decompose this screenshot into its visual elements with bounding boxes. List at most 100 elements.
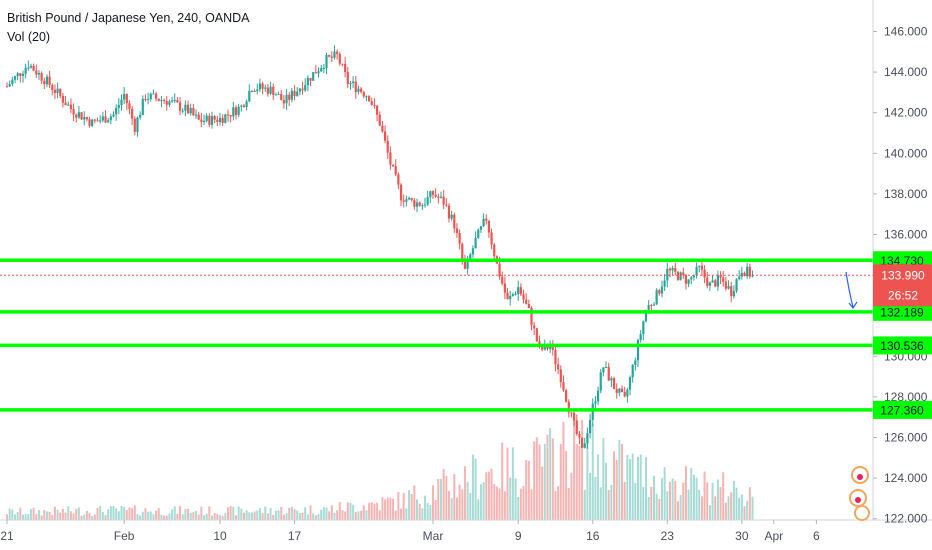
volume-bar <box>429 505 432 520</box>
volume-bar <box>189 512 192 520</box>
volume-bar <box>525 459 528 520</box>
candle-body <box>626 389 629 397</box>
volume-bar <box>115 508 118 520</box>
volume-bar <box>394 510 397 520</box>
volume-bar <box>402 492 405 520</box>
symbol-title[interactable]: British Pound / Japanese Yen, 240, OANDA <box>7 11 250 25</box>
volume-bar <box>338 502 341 520</box>
volume-bar <box>179 506 182 520</box>
horizontal-levels[interactable] <box>0 258 873 412</box>
volume-bar <box>163 515 166 520</box>
candle-body <box>517 287 520 294</box>
candle-body <box>724 281 727 289</box>
volume-bar <box>434 500 437 520</box>
volume-bar <box>400 508 403 520</box>
volume-bar <box>157 508 160 520</box>
candle-body <box>706 277 709 286</box>
volume-bar <box>195 510 198 520</box>
volume-bar <box>722 472 725 520</box>
volume-indicator-label[interactable]: Vol (20) <box>7 30 51 44</box>
event-marker-icon[interactable] <box>854 505 870 521</box>
volume-bar <box>602 438 605 520</box>
volume-bar <box>219 515 221 520</box>
candle-body <box>32 65 35 71</box>
volume-bar <box>629 459 632 520</box>
volume-bar <box>277 510 280 520</box>
price-tick-label: 124.000 <box>884 471 928 485</box>
candle-body <box>751 275 754 277</box>
volume-bar <box>27 514 30 520</box>
volume-bar <box>99 505 102 520</box>
candle-body <box>639 334 642 341</box>
volume-bar <box>408 490 411 520</box>
volume-bar <box>59 512 62 520</box>
candle-body <box>738 276 741 280</box>
volume-bar <box>258 507 261 520</box>
candle-body <box>274 94 278 96</box>
candle-body <box>205 115 208 121</box>
volume-bar <box>650 486 653 520</box>
candle-body <box>21 73 25 76</box>
volume-bar <box>357 511 360 520</box>
level-label-bg <box>873 400 932 419</box>
candle-body <box>304 85 307 91</box>
volume-bar <box>455 497 458 520</box>
volume-bar <box>447 491 450 520</box>
time-tick-label: Feb <box>114 529 135 543</box>
candle-body <box>216 119 219 122</box>
volume-bar <box>192 512 195 520</box>
candle-body <box>85 117 88 120</box>
volume-bar <box>282 514 285 520</box>
candle-body <box>37 72 41 75</box>
volume-bar <box>72 513 75 520</box>
volume-bar <box>509 477 512 520</box>
volume-bar <box>168 513 171 520</box>
volume-bar <box>296 510 299 520</box>
candle-body <box>700 265 704 270</box>
candle-body <box>35 70 38 75</box>
volume-bar <box>463 466 466 520</box>
candle-body <box>466 258 469 269</box>
volume-bar <box>530 489 533 520</box>
candle-body <box>636 340 640 361</box>
volume-bar <box>692 474 695 520</box>
volume-bar <box>298 512 301 520</box>
volume-bar <box>266 513 269 520</box>
volume-bar <box>517 496 520 520</box>
candle-body <box>168 101 171 105</box>
candle-body <box>618 388 621 393</box>
candle-body <box>101 116 104 121</box>
candle-body <box>573 412 576 421</box>
candle-body <box>240 105 243 107</box>
candle-body <box>368 96 371 102</box>
volume-bar <box>160 514 163 520</box>
volume-bar <box>152 514 155 520</box>
candle-body <box>178 102 182 111</box>
candle-body <box>676 271 680 280</box>
candle-body <box>562 382 565 391</box>
volume-bar <box>751 496 754 520</box>
candle-body <box>647 304 650 310</box>
economic-events[interactable] <box>849 466 870 521</box>
volume-bar <box>29 509 32 520</box>
time-tick-label: 23 <box>661 529 675 543</box>
volume-bar <box>288 507 291 520</box>
candle-body <box>386 140 389 153</box>
price-tick-label: 128.000 <box>884 390 928 404</box>
volume-bar <box>453 474 456 520</box>
volume-bar <box>724 502 727 520</box>
volume-bar <box>229 506 232 520</box>
price-tick-label: 144.000 <box>884 65 928 79</box>
volume-bar <box>80 515 83 520</box>
candle-body <box>80 112 83 120</box>
countdown-label: 26:52 <box>888 288 918 302</box>
volume-bar <box>522 486 525 520</box>
volume-bar <box>450 497 453 520</box>
time-axis[interactable]: 21 Feb 10 17 Mar 9 16 23 30 Apr 6 <box>0 520 820 543</box>
candle-body <box>405 199 408 202</box>
candle-body <box>559 369 562 383</box>
volume-bar <box>594 477 597 520</box>
candle-body <box>429 191 432 198</box>
candle-body <box>612 378 616 390</box>
